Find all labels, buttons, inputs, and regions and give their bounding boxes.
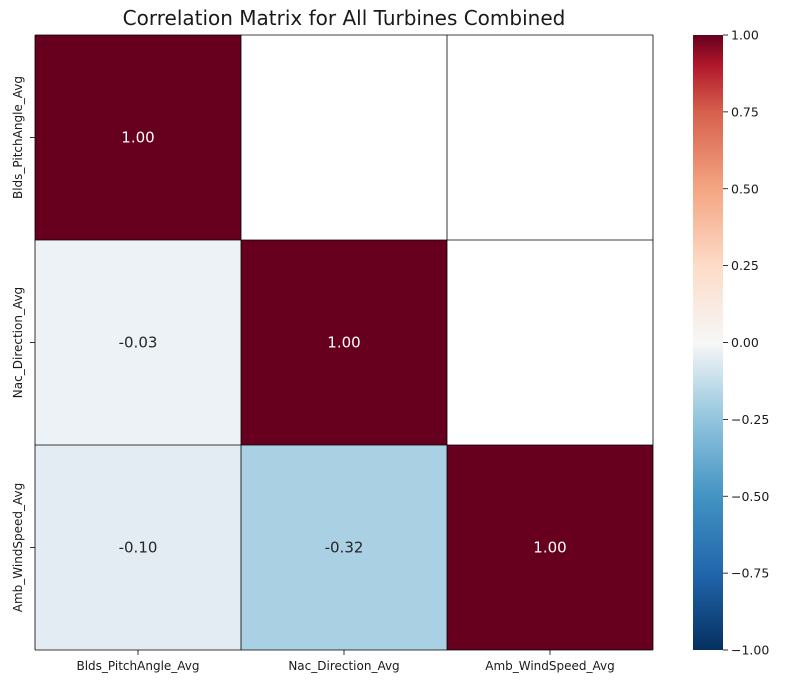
cell-value-r2-c0: -0.10 — [119, 539, 158, 557]
heatmap-cell-r2-c1 — [241, 445, 447, 650]
x-tick-label-2: Amb_WindSpeed_Avg — [485, 659, 615, 673]
y-tick-label-0: Blds_PitchAngle_Avg — [11, 76, 25, 199]
colorbar-tick-label-2: 0.50 — [731, 181, 759, 196]
x-tick-label-0: Blds_PitchAngle_Avg — [76, 659, 199, 673]
y-axis-tick-labels: Blds_PitchAngle_Avg Nac_Direction_Avg Amb_… — [11, 76, 35, 612]
heatmap-cell-r1-c0 — [35, 240, 241, 445]
colorbar-tick-label-7: −0.75 — [731, 566, 769, 581]
colorbar-tick-label-8: −1.00 — [731, 643, 769, 658]
x-tick-label-1: Nac_Direction_Avg — [288, 659, 399, 673]
masked-cell-r0-c1 — [241, 35, 447, 240]
colorbar: 1.00 0.75 0.50 0.25 0.00 −0.25 −0.50 −0.75 −1.00 — [693, 28, 769, 658]
colorbar-gradient — [693, 35, 723, 650]
cell-value-r1-c1: 1.00 — [327, 334, 360, 352]
cell-value-r0-c0: 1.00 — [121, 129, 154, 147]
colorbar-tick-label-1: 0.75 — [731, 104, 759, 119]
colorbar-tick-label-6: −0.50 — [731, 489, 769, 504]
heatmap-cell-r0-c0 — [35, 35, 241, 240]
colorbar-tick-label-5: −0.25 — [731, 412, 769, 427]
masked-cell-r1-c2 — [447, 240, 653, 445]
cell-value-r1-c0: -0.03 — [119, 334, 158, 352]
cell-value-r2-c1: -0.32 — [325, 539, 364, 557]
colorbar-tick-label-0: 1.00 — [731, 28, 759, 43]
colorbar-tick-label-3: 0.25 — [731, 258, 759, 273]
heatmap-cell-r2-c0 — [35, 445, 241, 650]
heatmap-cell-r2-c2 — [447, 445, 653, 650]
chart-title: Correlation Matrix for All Turbines Comb… — [123, 6, 566, 30]
masked-cell-r0-c2 — [447, 35, 653, 240]
heatmap-cell-r1-c1 — [241, 240, 447, 445]
cell-value-r2-c2: 1.00 — [533, 539, 566, 557]
heatmap-cells: 1.00 -0.03 1.00 -0.10 -0.32 1.00 — [34, 34, 654, 651]
y-tick-label-1: Nac_Direction_Avg — [11, 287, 25, 398]
x-axis-tick-labels: Blds_PitchAngle_Avg Nac_Direction_Avg Amb_… — [76, 650, 615, 673]
colorbar-tick-label-4: 0.00 — [731, 335, 759, 350]
y-tick-label-2: Amb_WindSpeed_Avg — [11, 483, 25, 613]
